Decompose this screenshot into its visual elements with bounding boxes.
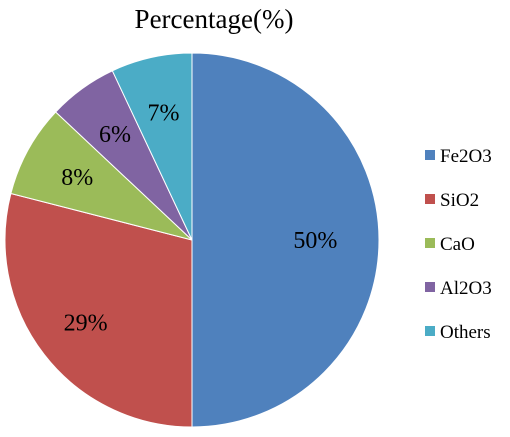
slice-cao [10, 111, 193, 241]
legend-label-fe2o3: Fe2O3 [440, 146, 492, 167]
legend-label-others: Others [440, 322, 491, 343]
legend-label-al2o3: Al2O3 [440, 278, 492, 299]
pie-slices [4, 52, 380, 428]
slice-fe2o3 [191, 52, 380, 428]
legend-swatch-others [425, 326, 435, 336]
data-label-al2o3: 6% [99, 122, 131, 148]
slice-labels: 50% 29% 8%6% 7% [61, 100, 337, 336]
legend: Fe2O3 SiO2 CaO Al2O3 Others [425, 146, 492, 343]
legend-swatch-al2o3 [425, 282, 435, 292]
slice-sio2 [4, 192, 193, 428]
data-label-sio2: 29% [64, 311, 108, 337]
data-label-fe2o3: 50% [293, 228, 337, 254]
slice-others [111, 52, 193, 241]
data-label-cao: 8% [61, 165, 93, 191]
legend-label-cao: CaO [440, 234, 475, 255]
chart-title: Percentage(%) [135, 4, 294, 34]
data-label-others: 7% [147, 100, 179, 126]
legend-swatch-sio2 [425, 194, 435, 204]
legend-swatch-cao [425, 238, 435, 248]
legend-label-sio2: SiO2 [440, 190, 479, 211]
legend-swatch-fe2o3 [425, 150, 435, 160]
